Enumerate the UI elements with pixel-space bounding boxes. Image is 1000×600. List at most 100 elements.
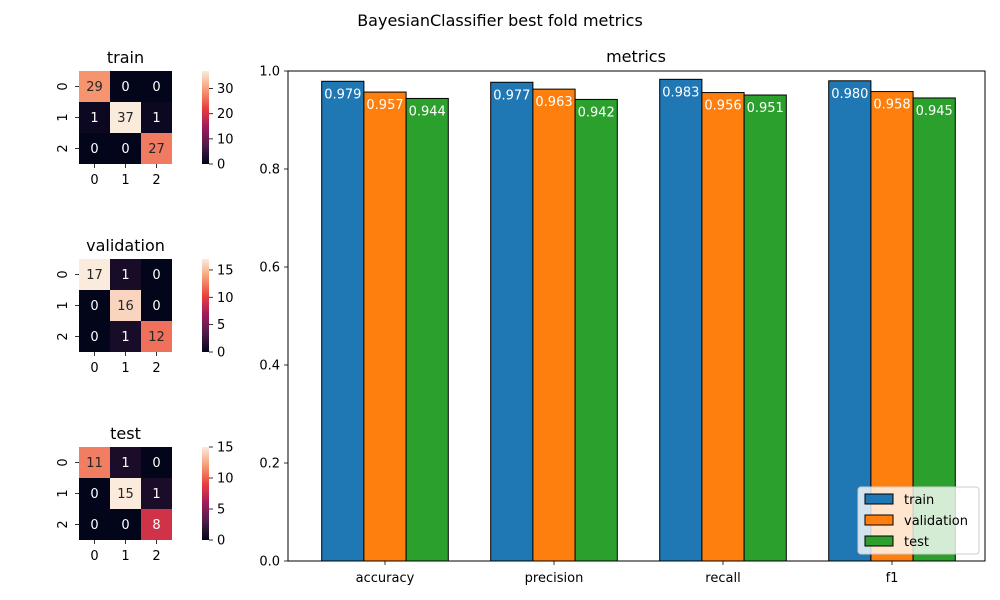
heatmap-cell [79, 321, 110, 352]
heatmap-cell-value: 11 [86, 456, 103, 471]
bar-value-label: 0.963 [535, 95, 572, 110]
heatmap-cell-value: 0 [90, 142, 98, 157]
col-tick-label: 1 [121, 361, 129, 376]
legend-label: train [904, 493, 934, 508]
row-tick-label: 0 [56, 458, 71, 466]
heatmap-cell-value: 0 [121, 518, 129, 533]
legend-label: validation [904, 514, 968, 529]
colorbar-tick-label: 0 [217, 534, 225, 549]
heatmap-cell [79, 102, 110, 133]
row-tick-label: 0 [56, 82, 71, 90]
metrics-bar-chart: metrics 0.979 0.977 0.983 0.980 0.957 0.963 0.… [259, 47, 986, 586]
heatmap-cell-value: 0 [152, 268, 160, 283]
colorbar-tick-label: 15 [217, 441, 234, 456]
row-tick-label: 2 [56, 520, 71, 528]
bar-value-label: 0.977 [493, 88, 530, 103]
heatmap-cell-value: 1 [152, 487, 160, 502]
col-tick-label: 1 [121, 549, 129, 564]
bar-train [321, 80, 365, 562]
col-tick-label: 2 [152, 173, 160, 188]
heatmap-cell-value: 1 [121, 330, 129, 345]
bar-value-label: 0.957 [366, 98, 403, 113]
heatmap-cell-value: 12 [148, 330, 165, 345]
heatmap-cell-value: 0 [90, 299, 98, 314]
legend-label: test [904, 535, 929, 550]
y-tick-label: 0.0 [259, 555, 280, 570]
x-tick-label: precision [525, 571, 584, 586]
col-tick-label: 1 [121, 173, 129, 188]
heatmap-cell [110, 133, 141, 164]
legend-swatch-test [864, 535, 894, 547]
bar-test [912, 97, 956, 562]
col-tick-label: 0 [90, 361, 98, 376]
colorbar-tick-label: 5 [217, 318, 225, 333]
figure-title: BayesianClassifier best fold metrics [357, 11, 643, 30]
heatmap-cell [141, 102, 172, 133]
heatmap-cell [110, 509, 141, 540]
colorbar [202, 71, 209, 164]
heatmap-cell-value: 1 [121, 456, 129, 471]
heatmap-cell-value: 27 [148, 142, 165, 157]
bar-value-label: 0.944 [409, 104, 446, 119]
bar-chart-title: metrics [606, 47, 666, 66]
heatmap-cell [141, 259, 172, 290]
heatmap-cell [141, 71, 172, 102]
bar-value-label: 0.951 [747, 101, 784, 116]
heatmap-title: validation [86, 236, 165, 255]
heatmap-cell-value: 0 [90, 518, 98, 533]
x-tick-label: recall [705, 571, 740, 586]
heatmap-cell-value: 1 [90, 111, 98, 126]
heatmap-cell-value: 0 [90, 487, 98, 502]
x-tick-label: f1 [886, 571, 899, 586]
heatmap-cell [110, 102, 141, 133]
heatmap-cell-value: 0 [152, 299, 160, 314]
heatmap-cell-value: 15 [117, 487, 134, 502]
bar-value-label: 0.979 [324, 87, 361, 102]
heatmap-cell [141, 478, 172, 509]
row-tick-label: 0 [56, 270, 71, 278]
bar-value-label: 0.956 [704, 99, 741, 114]
heatmap-cell-value: 16 [117, 299, 134, 314]
heatmap-cell [79, 478, 110, 509]
bar-test [743, 94, 787, 562]
row-tick-label: 2 [56, 144, 71, 152]
colorbar-tick-label: 30 [217, 82, 234, 97]
bar-train [490, 81, 534, 562]
heatmap-cell-value: 17 [86, 268, 103, 283]
heatmap-cell [79, 447, 110, 478]
row-tick-label: 1 [56, 301, 71, 309]
legend: train validation test [857, 486, 980, 555]
heatmap-title: train [107, 48, 144, 67]
heatmap-cell [79, 133, 110, 164]
colorbar-tick-label: 15 [217, 263, 234, 278]
row-tick-label: 2 [56, 332, 71, 340]
row-tick-label: 1 [56, 113, 71, 121]
col-tick-label: 0 [90, 549, 98, 564]
bar-validation [363, 91, 407, 562]
y-tick-label: 0.2 [259, 457, 280, 472]
colorbar-tick-label: 20 [217, 107, 234, 122]
heatmap-cell [141, 447, 172, 478]
col-tick-label: 2 [152, 549, 160, 564]
heatmap-cell [110, 71, 141, 102]
y-tick-label: 0.8 [259, 163, 280, 178]
bar-value-label: 0.958 [873, 98, 910, 113]
colorbar-tick-label: 10 [217, 291, 234, 306]
y-tick-label: 0.6 [259, 261, 280, 276]
heatmap-cell [110, 259, 141, 290]
bar-value-label: 0.942 [578, 105, 615, 120]
colorbar-tick-label: 0 [217, 158, 225, 173]
colorbar-tick-label: 10 [217, 132, 234, 147]
heatmap-cell [110, 478, 141, 509]
colorbar [202, 259, 209, 352]
heatmap-cell-value: 1 [152, 111, 160, 126]
heatmap-cell [79, 259, 110, 290]
colorbar-tick-label: 10 [217, 472, 234, 487]
heatmap-cell [141, 290, 172, 321]
heatmap-cell [110, 321, 141, 352]
heatmap-title: test [110, 424, 141, 443]
